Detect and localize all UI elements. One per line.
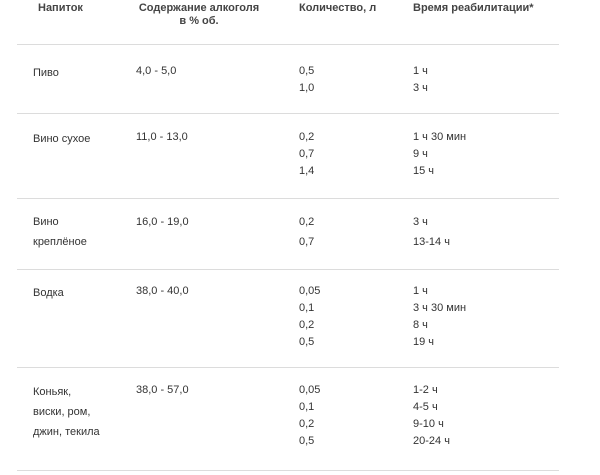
rehab-list: 1 ч 3 ч [413,63,428,97]
drink-name-line: Пиво [33,67,59,79]
rehab-value: 15 ч [413,165,435,177]
alcohol-content: 11,0 - 13,0 [136,129,188,146]
rehab-value: 13-14 ч [413,236,450,248]
amount-list: 0,05 0,1 0,2 0,5 [299,382,320,450]
amount-value: 0,1 [299,302,315,314]
header-rehab: Время реабилитации* [413,2,534,14]
alcohol-value: 16,0 - 19,0 [136,216,189,228]
header-amount: Количество, л [299,2,377,14]
rehab-value: 19 ч [413,336,435,348]
alcohol-value: 38,0 - 57,0 [136,384,189,396]
header-drink: Напиток [38,2,83,14]
alcohol-content: 16,0 - 19,0 [136,212,189,232]
header-alcohol: Содержание алкоголя в % об. [136,2,262,28]
rehab-value: 1 ч 30 мин [413,131,467,143]
amount-value: 0,5 [299,65,315,77]
divider [17,113,559,114]
rehab-value: 3 ч [413,82,428,94]
amount-value: 0,05 [299,285,321,297]
rehab-value: 1 ч [413,285,428,297]
drink-name: Водка [33,283,123,303]
amount-value: 0,2 [299,131,315,143]
drink-name-line: креплёное [33,236,87,248]
rehab-value: 20-24 ч [413,435,450,447]
amount-value: 0,2 [299,319,315,331]
rehab-value: 9 ч [413,148,428,160]
drink-name-line: виски, ром, [33,406,91,418]
alcohol-content: 38,0 - 40,0 [136,283,189,300]
amount-list: 0,5 1,0 [299,63,314,97]
alcohol-value: 4,0 - 5,0 [136,65,177,77]
rehab-value: 4-5 ч [413,401,438,413]
header-alcohol-line1: Содержание алкоголя [138,2,260,14]
divider [17,198,559,199]
rehab-value: 3 ч 30 мин [413,302,467,314]
amount-value: 1,0 [299,82,315,94]
amount-value: 0,5 [299,336,315,348]
amount-value: 0,05 [299,384,321,396]
drink-name-line: Водка [33,287,64,299]
drink-name: Вино сухое [33,129,123,149]
alcohol-content: 38,0 - 57,0 [136,382,189,399]
rehab-value: 1 ч [413,65,428,77]
rehab-value: 3 ч [413,216,428,228]
table-header: Напиток Содержание алкоголя в % об. Коли… [0,0,600,46]
drink-name-line: джин, текила [33,426,100,438]
rehab-list: 1 ч 3 ч 30 мин 8 ч 19 ч [413,283,466,351]
amount-value: 0,2 [299,216,315,228]
amount-list: 0,2 0,7 1,4 [299,129,314,180]
drink-name: Коньяк, виски, ром, джин, текила [33,382,123,442]
drink-name: Вино креплёное [33,212,123,252]
divider [17,44,559,45]
drink-name-line: Коньяк, [33,386,72,398]
amount-list: 0,2 0,7 [299,212,314,252]
alcohol-value: 38,0 - 40,0 [136,285,189,297]
rehab-value: 9-10 ч [413,418,444,430]
amount-value: 0,7 [299,148,315,160]
rehab-value: 1-2 ч [413,384,438,396]
drink-name: Пиво [33,63,123,83]
divider [17,269,559,270]
amount-list: 0,05 0,1 0,2 0,5 [299,283,320,351]
rehab-list: 1 ч 30 мин 9 ч 15 ч [413,129,466,180]
header-alcohol-line2: в % об. [179,15,219,27]
amount-value: 0,1 [299,401,315,413]
rehab-value: 8 ч [413,319,428,331]
drink-name-line: Вино [33,216,59,228]
drink-name-line: Вино сухое [33,133,91,145]
rehab-list: 3 ч 13-14 ч [413,212,450,252]
alcohol-content: 4,0 - 5,0 [136,63,176,80]
amount-value: 0,7 [299,236,315,248]
amount-value: 0,2 [299,418,315,430]
amount-value: 1,4 [299,165,315,177]
alcohol-value: 11,0 - 13,0 [136,131,188,143]
amount-value: 0,5 [299,435,315,447]
divider [17,470,559,471]
rehab-list: 1-2 ч 4-5 ч 9-10 ч 20-24 ч [413,382,450,450]
divider [17,367,559,368]
